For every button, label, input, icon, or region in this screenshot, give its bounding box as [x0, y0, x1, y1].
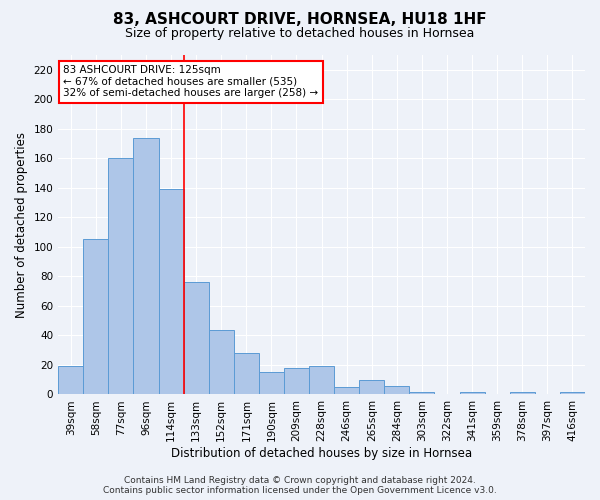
Text: Contains HM Land Registry data © Crown copyright and database right 2024.
Contai: Contains HM Land Registry data © Crown c… — [103, 476, 497, 495]
Bar — [460, 392, 485, 394]
Bar — [309, 366, 334, 394]
Bar — [133, 138, 158, 394]
Bar — [409, 392, 434, 394]
Bar — [58, 366, 83, 394]
Text: Size of property relative to detached houses in Hornsea: Size of property relative to detached ho… — [125, 28, 475, 40]
Text: 83, ASHCOURT DRIVE, HORNSEA, HU18 1HF: 83, ASHCOURT DRIVE, HORNSEA, HU18 1HF — [113, 12, 487, 28]
Bar — [234, 353, 259, 395]
Bar — [259, 372, 284, 394]
Bar — [184, 282, 209, 395]
Text: 83 ASHCOURT DRIVE: 125sqm
← 67% of detached houses are smaller (535)
32% of semi: 83 ASHCOURT DRIVE: 125sqm ← 67% of detac… — [64, 65, 319, 98]
Bar — [83, 240, 109, 394]
Bar — [284, 368, 309, 394]
Y-axis label: Number of detached properties: Number of detached properties — [15, 132, 28, 318]
Bar — [385, 386, 409, 394]
Bar — [109, 158, 133, 394]
Bar — [209, 330, 234, 394]
Bar — [510, 392, 535, 394]
Bar — [359, 380, 385, 394]
Bar — [158, 190, 184, 394]
Bar — [334, 387, 359, 394]
X-axis label: Distribution of detached houses by size in Hornsea: Distribution of detached houses by size … — [171, 447, 472, 460]
Bar — [560, 392, 585, 394]
